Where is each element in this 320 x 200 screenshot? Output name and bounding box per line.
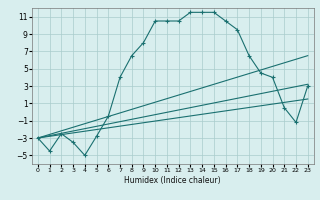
X-axis label: Humidex (Indice chaleur): Humidex (Indice chaleur) [124,176,221,185]
